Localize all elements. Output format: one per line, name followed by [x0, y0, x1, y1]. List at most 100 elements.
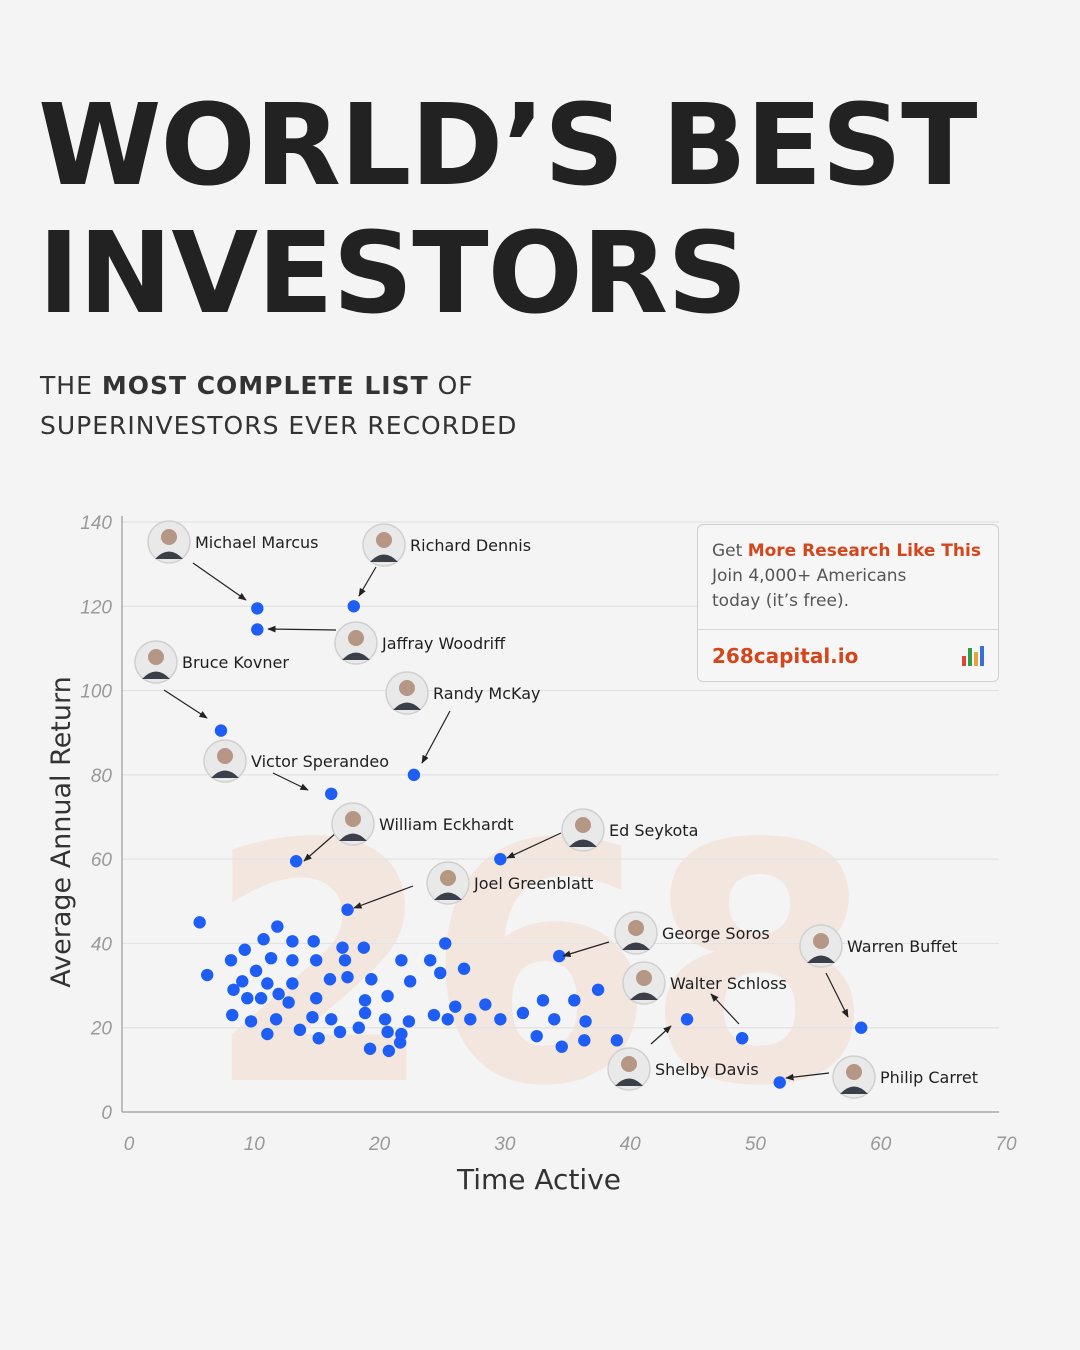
- data-point: [341, 970, 354, 984]
- x-tick-label: 60: [870, 1134, 892, 1155]
- data-point: [238, 943, 251, 956]
- data-point: [323, 973, 337, 986]
- x-tick-label: 10: [244, 1134, 266, 1155]
- data-point: [536, 994, 550, 1007]
- data-point: [578, 1034, 591, 1047]
- avatar-head: [636, 970, 652, 986]
- avatar-head: [621, 1056, 637, 1072]
- y-tick-label: 120: [80, 597, 112, 618]
- x-tick-label: 30: [494, 1134, 516, 1155]
- y-tick-label: 40: [91, 934, 113, 955]
- data-point: [309, 954, 323, 967]
- callout-arrow: [267, 625, 337, 633]
- data-point: [306, 1010, 319, 1024]
- avatar-body: [807, 955, 835, 963]
- data-point: [516, 1006, 530, 1020]
- callout-arrow: [506, 832, 562, 859]
- avatar-head: [217, 748, 233, 764]
- data-point: [358, 994, 372, 1007]
- data-point: [434, 966, 447, 980]
- page-title: WORLD’S BEST INVESTORS: [38, 82, 977, 339]
- cta-box[interactable]: Get More Research Like This Join 4,000+ …: [697, 524, 999, 682]
- avatar-body: [840, 1086, 868, 1094]
- data-point: [282, 996, 295, 1009]
- avatar-body: [630, 992, 658, 1000]
- y-tick-label: 100: [80, 682, 112, 703]
- callout-arrow: [192, 562, 247, 601]
- data-point: [357, 941, 371, 954]
- data-point: [193, 916, 206, 929]
- data-point: [591, 983, 605, 996]
- data-point: [272, 987, 285, 1001]
- data-point-philip-carret: [773, 1076, 786, 1089]
- data-point: [494, 1013, 507, 1026]
- callout-label: Victor Sperandeo: [251, 752, 389, 771]
- data-point: [333, 1025, 347, 1039]
- callout-arrow: [650, 1025, 672, 1045]
- callout-label: Warren Buffet: [847, 937, 957, 956]
- data-point: [254, 992, 268, 1005]
- y-axis-label: Average Annual Return: [46, 676, 77, 988]
- data-point: [312, 1032, 325, 1045]
- y-tick-label: 20: [90, 1019, 113, 1040]
- y-tick-label: 0: [101, 1103, 112, 1124]
- data-point: [286, 977, 299, 990]
- cta-today: today (it’s free).: [712, 591, 849, 611]
- avatar-body: [142, 671, 170, 679]
- data-point: [402, 1015, 416, 1028]
- cta-highlight: More Research Like This: [747, 541, 981, 561]
- data-point: [395, 1027, 408, 1041]
- data-point: [352, 1021, 365, 1034]
- avatar-body: [434, 892, 462, 900]
- x-tick-label: 50: [745, 1134, 767, 1155]
- avatar-body: [370, 554, 398, 562]
- callout-arrow: [163, 689, 208, 719]
- data-point: [439, 937, 452, 950]
- callout-arrow: [358, 566, 377, 597]
- callout-arrow: [353, 885, 414, 909]
- data-point: [479, 998, 492, 1011]
- avatar-body: [342, 652, 370, 660]
- callout-label: Walter Schloss: [670, 974, 787, 993]
- data-point: [236, 975, 249, 988]
- callout-label: Joel Greenblatt: [473, 874, 593, 893]
- data-point: [568, 994, 581, 1007]
- avatar-head: [440, 870, 456, 886]
- data-point: [325, 1013, 338, 1026]
- callout-label: Shelby Davis: [655, 1060, 759, 1079]
- data-point: [338, 954, 352, 967]
- callout-arrow: [710, 993, 740, 1025]
- data-point: [336, 941, 349, 954]
- data-point: [309, 992, 323, 1005]
- avatar-head: [148, 649, 164, 665]
- cta-link[interactable]: 268capital.io: [712, 644, 859, 668]
- data-point: [286, 954, 299, 967]
- avatar-head: [846, 1064, 862, 1080]
- avatar-body: [211, 770, 239, 778]
- cta-join: Join 4,000+ Americans: [712, 566, 907, 586]
- subtitle-bold: MOST COMPLETE LIST: [101, 371, 429, 400]
- x-tick-label: 0: [124, 1134, 135, 1155]
- data-point-william-eckhardt: [289, 855, 303, 868]
- title-line-2: INVESTORS: [38, 209, 748, 339]
- avatar-body: [615, 1078, 643, 1086]
- avatar-body: [569, 839, 597, 847]
- data-point: [378, 1013, 392, 1026]
- cta-divider: [698, 629, 998, 630]
- callout-arrow: [825, 972, 849, 1018]
- data-point-shelby-davis: [680, 1013, 694, 1026]
- x-tick-label: 70: [995, 1134, 1017, 1155]
- data-point-richard-dennis: [347, 600, 360, 613]
- avatar-body: [155, 551, 183, 559]
- callout-arrow: [272, 772, 309, 791]
- data-point: [610, 1034, 624, 1047]
- callout-arrow: [421, 710, 451, 764]
- subtitle-pre: THE: [40, 371, 102, 400]
- callout-label: Randy McKay: [433, 684, 541, 703]
- data-point: [530, 1029, 543, 1043]
- page-subtitle: THE MOST COMPLETE LIST OF SUPERINVESTORS…: [40, 366, 517, 446]
- bar-chart-icon: [962, 646, 984, 666]
- data-point-warren-buffet: [854, 1021, 868, 1034]
- data-point: [464, 1013, 477, 1026]
